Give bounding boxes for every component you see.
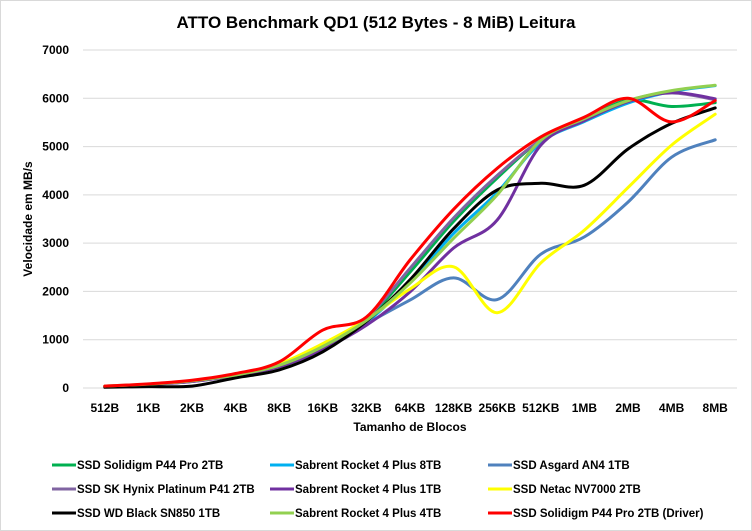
legend-label: SSD Solidigm P44 Pro 2TB (Driver) bbox=[513, 508, 704, 520]
series-line-ssd-sk-hynix-platinum-p41-2tb bbox=[103, 91, 717, 388]
x-tick-label: 64KB bbox=[395, 401, 426, 415]
x-tick-label: 8MB bbox=[703, 401, 729, 415]
series-lines bbox=[103, 83, 717, 389]
x-tick-label: 32KB bbox=[351, 401, 382, 415]
legend-item: Sabrent Rocket 4 Plus 8TB bbox=[270, 460, 441, 472]
legend-item: SSD Netac NV7000 2TB bbox=[488, 484, 641, 496]
x-tick-label: 1MB bbox=[572, 401, 598, 415]
legend-label: SSD Netac NV7000 2TB bbox=[513, 484, 641, 496]
y-axis-label: Velocidade em MB/s bbox=[21, 161, 35, 277]
x-tick-label: 2KB bbox=[180, 401, 204, 415]
x-tick-label: 512KB bbox=[522, 401, 560, 415]
x-tick-label: 16KB bbox=[307, 401, 338, 415]
y-tick-label: 5000 bbox=[42, 140, 69, 154]
x-tick-label: 128KB bbox=[435, 401, 473, 415]
series-line-ssd-solidigm-p44-pro-2tb-driver bbox=[103, 96, 717, 388]
x-tick-label: 512B bbox=[90, 401, 119, 415]
legend-label: SSD WD Black SN850 1TB bbox=[77, 508, 220, 520]
x-tick-label: 8KB bbox=[267, 401, 291, 415]
y-axis-ticks: 0 1000 2000 3000 4000 5000 6000 7000 bbox=[42, 43, 69, 395]
series-line-sabrent-rocket-4-plus-8tb bbox=[103, 84, 717, 388]
x-tick-label: 1KB bbox=[136, 401, 160, 415]
x-axis-ticks: 512B 1KB 2KB 4KB 8KB 16KB 32KB 64KB 128KB 256KB 51… bbox=[90, 401, 728, 415]
legend: SSD Solidigm P44 Pro 2TB Sabrent Rocket 4… bbox=[52, 460, 704, 520]
y-tick-label: 4000 bbox=[42, 188, 69, 202]
y-tick-label: 2000 bbox=[42, 284, 69, 298]
legend-label: SSD Solidigm P44 Pro 2TB bbox=[77, 460, 223, 472]
series-line-sabrent-rocket-4-plus-4tb bbox=[103, 83, 717, 388]
legend-label: SSD Asgard AN4 1TB bbox=[513, 460, 630, 472]
legend-item: SSD Solidigm P44 Pro 2TB (Driver) bbox=[488, 508, 704, 520]
gridlines bbox=[83, 49, 737, 341]
series-line-ssd-wd-black-sn850-1tb bbox=[103, 106, 717, 389]
x-tick-label: 4KB bbox=[224, 401, 248, 415]
legend-item: SSD Solidigm P44 Pro 2TB bbox=[52, 460, 223, 472]
y-tick-label: 3000 bbox=[42, 236, 69, 250]
y-tick-label: 1000 bbox=[42, 333, 69, 347]
legend-label: Sabrent Rocket 4 Plus 8TB bbox=[295, 460, 441, 472]
legend-item: Sabrent Rocket 4 Plus 1TB bbox=[270, 484, 441, 496]
legend-label: Sabrent Rocket 4 Plus 1TB bbox=[295, 484, 441, 496]
series-line-ssd-asgard-an4-1tb bbox=[103, 138, 717, 389]
x-tick-label: 4MB bbox=[659, 401, 685, 415]
x-tick-label: 256KB bbox=[479, 401, 517, 415]
legend-item: SSD Asgard AN4 1TB bbox=[488, 460, 630, 472]
series-line-ssd-netac-nv7000-2tb bbox=[103, 112, 717, 388]
x-axis-label: Tamanho de Blocos bbox=[353, 420, 466, 434]
y-tick-label: 6000 bbox=[42, 91, 69, 105]
chart-title: ATTO Benchmark QD1 (512 Bytes - 8 MiB) L… bbox=[177, 13, 577, 32]
legend-item: SSD WD Black SN850 1TB bbox=[52, 508, 220, 520]
legend-item: Sabrent Rocket 4 Plus 4TB bbox=[270, 508, 441, 520]
x-tick-label: 2MB bbox=[615, 401, 641, 415]
y-tick-label: 0 bbox=[62, 381, 69, 395]
y-tick-label: 7000 bbox=[42, 43, 69, 57]
series-line-sabrent-rocket-4-plus-1tb bbox=[103, 90, 717, 389]
legend-label: SSD SK Hynix Platinum P41 2TB bbox=[77, 484, 255, 496]
legend-label: Sabrent Rocket 4 Plus 4TB bbox=[295, 508, 441, 520]
legend-item: SSD SK Hynix Platinum P41 2TB bbox=[52, 484, 255, 496]
